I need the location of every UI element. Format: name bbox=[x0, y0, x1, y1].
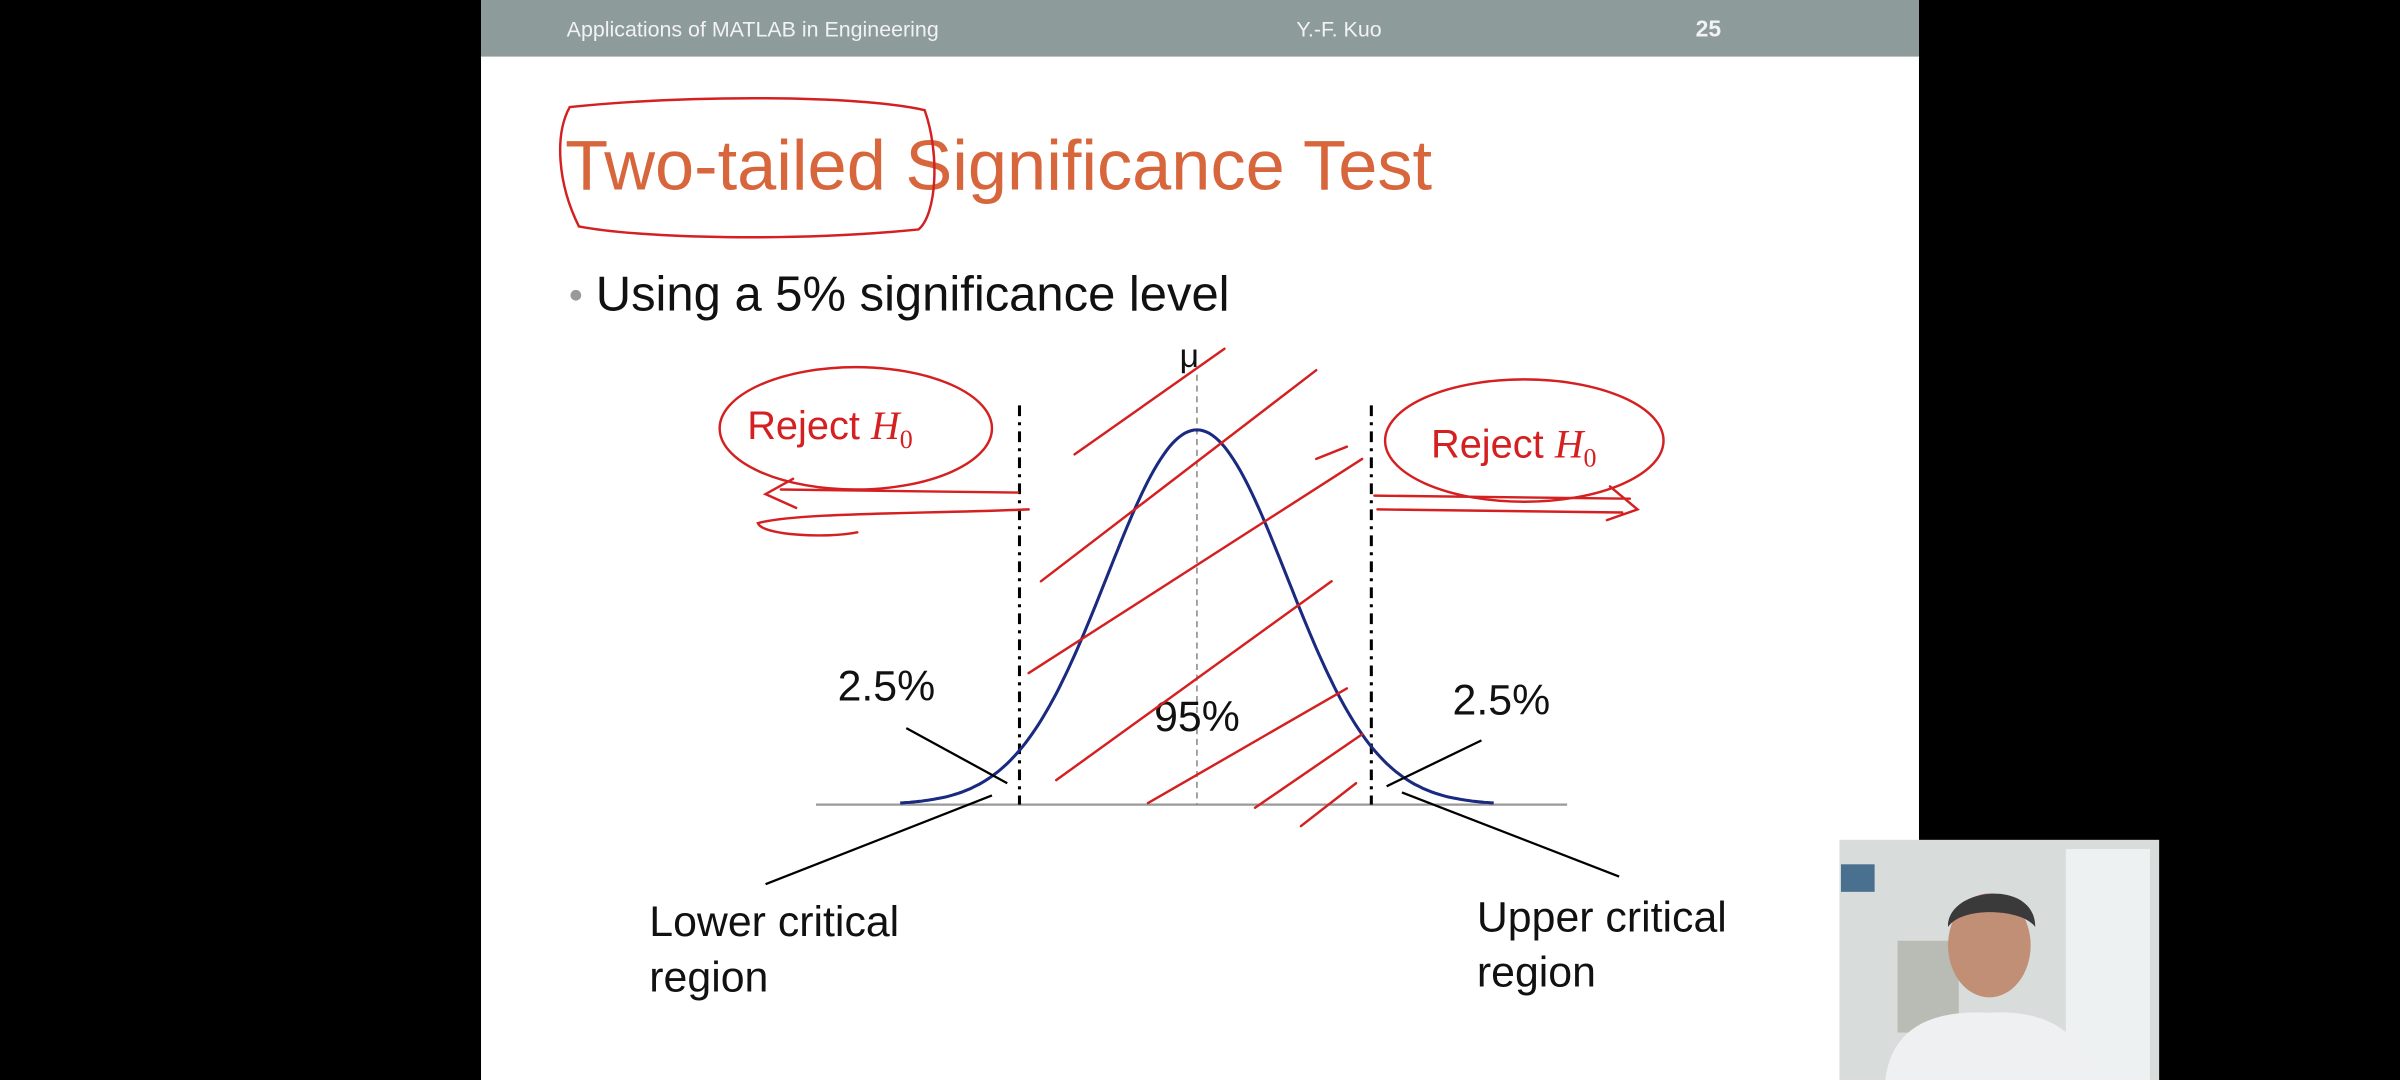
ink-arrow bbox=[756, 477, 1030, 537]
lower-region-label: Lower critical bbox=[649, 898, 899, 946]
reject-label: Reject H0 bbox=[747, 404, 913, 454]
pointer bbox=[905, 727, 1008, 785]
ink-circle bbox=[1383, 378, 1665, 503]
page-number: 25 bbox=[1696, 16, 1722, 42]
webcam-video bbox=[1839, 839, 2160, 1080]
pointer bbox=[1401, 791, 1620, 878]
ink-arrow bbox=[1373, 485, 1640, 522]
slide-title: Two-tailed Significance Test bbox=[565, 126, 1432, 205]
author: Y.-F. Kuo bbox=[1296, 18, 1381, 42]
slide bbox=[481, 0, 1919, 1080]
mean-label: μ bbox=[1180, 338, 1199, 375]
upper-region-label: Upper critical bbox=[1477, 894, 1727, 942]
bullet-text: Using a 5% significance level bbox=[596, 268, 1230, 322]
upper-region-label: region bbox=[1477, 949, 1596, 997]
center-label: 95% bbox=[1154, 693, 1240, 741]
normal-curve bbox=[900, 428, 1494, 805]
lower-tail-label: 2.5% bbox=[838, 663, 936, 711]
slide-header bbox=[481, 0, 1919, 57]
lower-region-label: region bbox=[649, 953, 768, 1001]
course-name: Applications of MATLAB in Engineering bbox=[567, 18, 939, 42]
reject-label: Reject H0 bbox=[1431, 422, 1597, 472]
upper-tail-label: 2.5% bbox=[1453, 676, 1551, 724]
ink-circle bbox=[558, 97, 936, 239]
ink-hatch bbox=[1027, 347, 1364, 828]
pointer bbox=[765, 794, 993, 886]
bullet-dot bbox=[570, 289, 582, 301]
pointer bbox=[1386, 739, 1482, 788]
